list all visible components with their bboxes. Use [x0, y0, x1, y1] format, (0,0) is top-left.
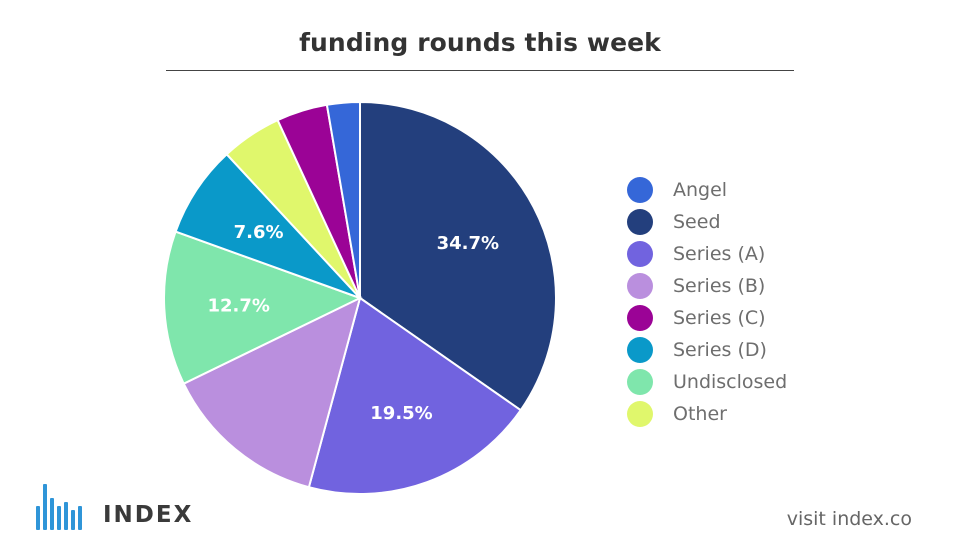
index-logo-text: INDEX: [103, 502, 194, 528]
logo-bar: [43, 484, 47, 530]
legend-label: Series (D): [673, 339, 767, 361]
legend-label: Seed: [673, 211, 721, 233]
pie-slice-series-d: [174, 152, 361, 299]
legend-label: Series (A): [673, 243, 766, 265]
logo-bar: [57, 506, 61, 530]
footer-link[interactable]: visit index.co: [786, 508, 912, 530]
data-label-series-a: 19.5%: [370, 403, 432, 424]
legend-swatch: [627, 273, 653, 299]
data-label-undisclosed: 12.7%: [207, 296, 269, 317]
logo-bar: [50, 498, 54, 530]
legend-item-other: Other: [627, 398, 787, 430]
pie-slice-series-b: [182, 296, 362, 489]
index-logo-icon: [36, 484, 85, 530]
legend-swatch: [627, 369, 653, 395]
logo-bar: [64, 502, 68, 530]
index-logo[interactable]: INDEX: [36, 484, 193, 530]
chart-legend: Angel Seed Series (A) Series (B) Series (C) S…: [627, 174, 787, 430]
pie-slices: [163, 100, 557, 495]
legend-item-series-c: Series (C): [627, 302, 787, 334]
legend-item-series-a: Series (A): [627, 238, 787, 270]
pie-slice-angel: [325, 100, 361, 299]
data-label-series-d: 7.6%: [234, 222, 284, 243]
logo-bar: [78, 506, 82, 530]
chart-title: funding rounds this week: [299, 28, 661, 57]
legend-item-seed: Seed: [627, 206, 787, 238]
title-underline: [166, 70, 794, 71]
logo-bar: [71, 510, 75, 530]
legend-label: Undisclosed: [673, 371, 788, 393]
legend-label: Angel: [673, 179, 728, 201]
pie-slice-series-a: [307, 296, 523, 495]
pie-slice-seed: [359, 100, 557, 412]
legend-swatch: [627, 337, 653, 363]
pie-data-labels: 34.7% 19.5% 12.7% 7.6%: [207, 222, 499, 424]
legend-label: Series (B): [673, 275, 766, 297]
legend-label: Other: [673, 403, 727, 425]
legend-swatch: [627, 241, 653, 267]
legend-item-series-d: Series (D): [627, 334, 787, 366]
legend-item-series-b: Series (B): [627, 270, 787, 302]
legend-swatch: [627, 209, 653, 235]
legend-item-angel: Angel: [627, 174, 787, 206]
logo-bar: [36, 506, 40, 530]
legend-swatch: [627, 401, 653, 427]
legend-swatch: [627, 177, 653, 203]
legend-swatch: [627, 305, 653, 331]
data-label-seed: 34.7%: [437, 233, 499, 254]
legend-label: Series (C): [673, 307, 766, 329]
pie-slice-undisclosed: [163, 230, 363, 386]
legend-item-undisclosed: Undisclosed: [627, 366, 787, 398]
